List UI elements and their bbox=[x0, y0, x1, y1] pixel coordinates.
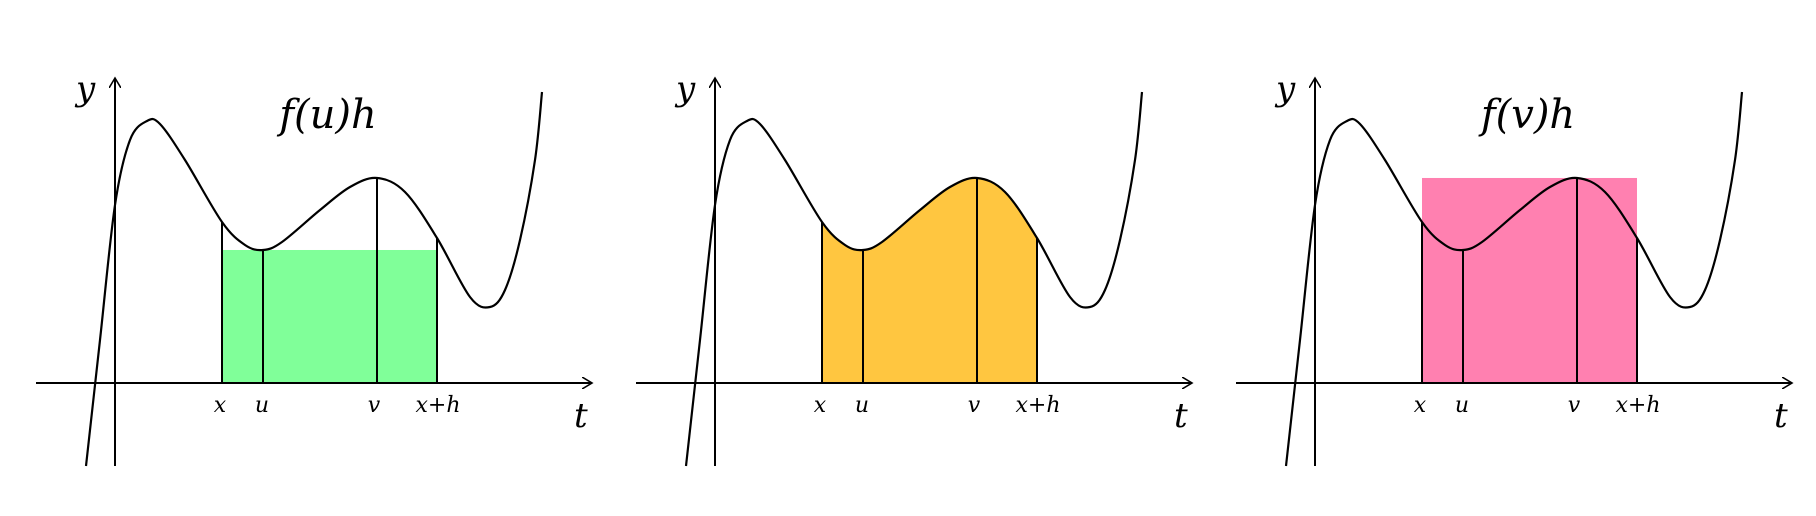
region-area-under-curve bbox=[822, 177, 1037, 383]
tick-label-x-plus-h: x+h bbox=[1015, 393, 1060, 418]
tick-label-u: u bbox=[1455, 393, 1469, 418]
tick-label-v: v bbox=[968, 393, 981, 418]
tick-label-v: v bbox=[368, 393, 381, 418]
tick-label-x: x bbox=[214, 393, 227, 418]
tick-label-x-plus-h: x+h bbox=[415, 393, 460, 418]
tick-label-u: u bbox=[255, 393, 269, 418]
region-rect-fv bbox=[1422, 177, 1637, 383]
t-axis-label: t bbox=[1174, 396, 1188, 436]
panel-right: y t f(v)h x u v x+h bbox=[1236, 69, 1792, 467]
tick-label-x: x bbox=[814, 393, 827, 418]
tick-label-v: v bbox=[1568, 393, 1581, 418]
y-axis-label: y bbox=[1274, 69, 1296, 109]
panel-middle: y t x u v x+h bbox=[636, 69, 1192, 467]
panel-left: y t f(u)h x u v x+h bbox=[36, 69, 592, 467]
t-axis-label: t bbox=[1774, 396, 1788, 436]
tick-label-x-plus-h: x+h bbox=[1615, 393, 1660, 418]
region-rect-fu bbox=[222, 249, 437, 383]
tick-label-x: x bbox=[1414, 393, 1427, 418]
function-curve bbox=[84, 91, 544, 467]
function-curve bbox=[1284, 91, 1744, 467]
y-axis-label: y bbox=[74, 69, 96, 109]
y-axis-label: y bbox=[674, 69, 696, 109]
region-label: f(u)h bbox=[276, 92, 377, 138]
t-axis-label: t bbox=[574, 396, 588, 436]
region-label: f(v)h bbox=[1478, 92, 1575, 138]
function-curve bbox=[684, 91, 1144, 467]
tick-label-u: u bbox=[855, 393, 869, 418]
